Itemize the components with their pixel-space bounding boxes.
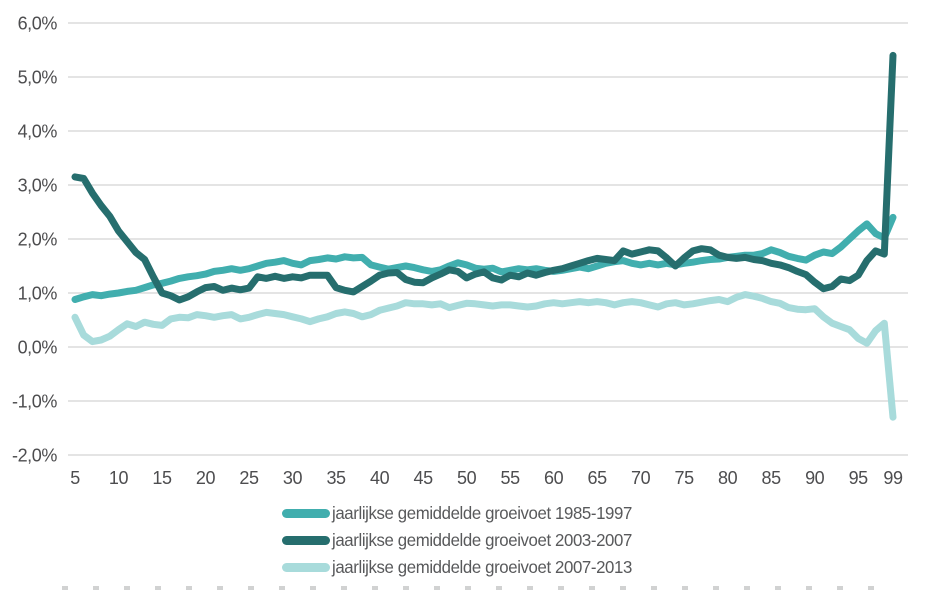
y-tick-label: 1,0%	[18, 284, 58, 304]
x-tick-label: 90	[805, 468, 825, 488]
x-tick-label: 50	[457, 468, 477, 488]
legend-swatch-2007-2013	[281, 563, 330, 572]
series-line-1	[71, 51, 897, 304]
chart-legend: jaarlijkse gemiddelde groeivoet 1985-199…	[0, 503, 926, 578]
x-tick-label: 95	[849, 468, 869, 488]
x-tick-label: 45	[413, 468, 433, 488]
x-tick-label: 5	[70, 468, 80, 488]
x-tick-label: 20	[196, 468, 216, 488]
x-tick-label: 55	[500, 468, 520, 488]
x-tick-label: 15	[152, 468, 172, 488]
legend-item-2007-2013: jaarlijkse gemiddelde groeivoet 2007-201…	[281, 557, 644, 578]
x-tick-label: 85	[762, 468, 782, 488]
series-line-2	[71, 291, 897, 421]
x-tick-label: 10	[109, 468, 129, 488]
chart-canvas: 6,0% 5,0% 4,0% 3,0% 2,0% 1,0% 0,0% -1,0% -2,0% 5…	[12, 14, 908, 488]
x-tick-label: 75	[675, 468, 695, 488]
x-axis-labels: 5 10 15 20 25 30 35 40 45 50 55 60 65 70 75 80 85 90 95 99	[70, 468, 903, 488]
y-tick-label: -2,0%	[12, 446, 57, 466]
legend-item-1985-1997: jaarlijkse gemiddelde groeivoet 1985-199…	[281, 503, 644, 524]
x-tick-label: 65	[588, 468, 608, 488]
legend-item-2003-2007: jaarlijkse gemiddelde groeivoet 2003-200…	[281, 530, 644, 551]
x-tick-label: 25	[239, 468, 259, 488]
legend-swatch-2003-2007	[281, 536, 330, 545]
x-tick-label: 80	[718, 468, 738, 488]
cropped-caption-fragment	[62, 586, 898, 590]
y-tick-label: 6,0%	[18, 14, 58, 34]
x-tick-label: 30	[283, 468, 303, 488]
legend-swatch-1985-1997	[281, 509, 330, 518]
x-tick-label: 40	[370, 468, 390, 488]
chart-area: 6,0% 5,0% 4,0% 3,0% 2,0% 1,0% 0,0% -1,0% -2,0% 5…	[12, 14, 908, 488]
x-tick-label: 70	[631, 468, 651, 488]
series-line-0	[71, 213, 897, 303]
y-tick-label: 5,0%	[18, 68, 58, 88]
legend-label-1985-1997: jaarlijkse gemiddelde groeivoet 1985-199…	[331, 503, 632, 523]
y-tick-label: 0,0%	[18, 338, 58, 358]
y-axis-labels: 6,0% 5,0% 4,0% 3,0% 2,0% 1,0% 0,0% -1,0% -2,0%	[12, 14, 58, 466]
y-tick-label: 4,0%	[18, 122, 58, 142]
legend-label-2003-2007: jaarlijkse gemiddelde groeivoet 2003-200…	[331, 530, 632, 550]
chart-legend-items: jaarlijkse gemiddelde groeivoet 1985-199…	[281, 503, 644, 578]
series-lines	[71, 51, 897, 421]
y-tick-label: -1,0%	[12, 392, 57, 412]
gridlines	[68, 22, 908, 456]
y-tick-label: 3,0%	[18, 176, 58, 196]
x-tick-label: 35	[326, 468, 346, 488]
legend-label-2007-2013: jaarlijkse gemiddelde groeivoet 2007-201…	[331, 557, 632, 577]
y-tick-label: 2,0%	[18, 230, 58, 250]
x-tick-label: 60	[544, 468, 564, 488]
x-tick-label: 99	[883, 468, 903, 488]
